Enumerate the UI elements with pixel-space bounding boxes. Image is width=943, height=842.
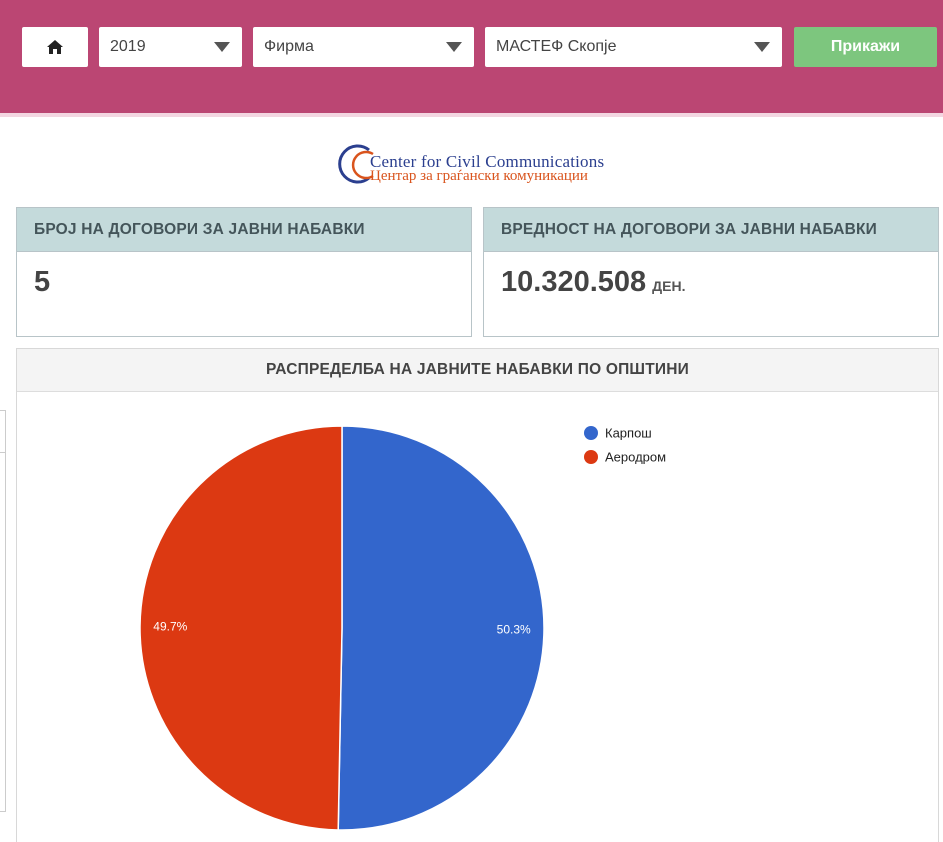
side-panel-divider: [0, 452, 6, 453]
show-button[interactable]: Прикажи: [794, 27, 937, 67]
home-button[interactable]: [22, 27, 88, 67]
legend-label-1[interactable]: Аеродром: [605, 450, 666, 465]
pie-chart: 50.3% 49.7% Карпош Аеродром: [139, 425, 666, 831]
currency-unit: ДЕН.: [652, 278, 686, 294]
pie-slice-1[interactable]: [139, 425, 343, 831]
contracts-count-value: 5: [34, 266, 51, 298]
ccc-logo-mark: [338, 144, 374, 184]
chart-title: РАСПРЕДЕЛБА НА ЈАВНИТЕ НАБАВКИ ПО ОПШТИН…: [17, 349, 938, 392]
pie-slice-0[interactable]: [337, 425, 545, 831]
home-icon: [47, 40, 63, 54]
pie-slice-label-1: 49.7%: [153, 619, 187, 633]
contracts-value-amount: 10.320.508: [501, 266, 647, 298]
contracts-count-title: БРОЈ НА ДОГОВОРИ ЗА ЈАВНИ НАБАВКИ: [17, 208, 471, 252]
logo-text-english: Center for Civil Communications: [370, 152, 605, 171]
contracts-value-card: ВРЕДНОСТ НА ДОГОВОРИ ЗА ЈАВНИ НАБАВКИ 10…: [483, 207, 939, 337]
firm-select-value: МАСТЕФ Скопје: [496, 38, 617, 55]
legend-swatch-1: [584, 450, 598, 464]
year-select-value: 2019: [110, 38, 146, 55]
chevron-down-icon: [214, 42, 230, 52]
chevron-down-icon: [446, 42, 462, 52]
logo-text-macedonian: Центар за граѓански комуникации: [370, 168, 588, 184]
side-panel-fragment: [0, 410, 6, 812]
firm-select[interactable]: МАСТЕФ Скопје: [485, 27, 782, 67]
year-select[interactable]: 2019: [99, 27, 242, 67]
entity-type-value: Фирма: [264, 38, 314, 55]
contracts-count-card: БРОЈ НА ДОГОВОРИ ЗА ЈАВНИ НАБАВКИ 5: [16, 207, 472, 337]
header-divider: [0, 113, 943, 117]
entity-type-select[interactable]: Фирма: [253, 27, 474, 67]
pie-slice-label-0: 50.3%: [497, 623, 531, 637]
contracts-value-amount-wrap: 10.320.508 ДЕН.: [501, 266, 685, 299]
ccc-logo: Center for Civil Communications Центар з…: [333, 138, 633, 188]
legend-label-0[interactable]: Карпош: [605, 426, 652, 441]
legend-swatch-0: [584, 426, 598, 440]
contracts-value-title: ВРЕДНОСТ НА ДОГОВОРИ ЗА ЈАВНИ НАБАВКИ: [484, 208, 938, 252]
chevron-down-icon: [754, 42, 770, 52]
